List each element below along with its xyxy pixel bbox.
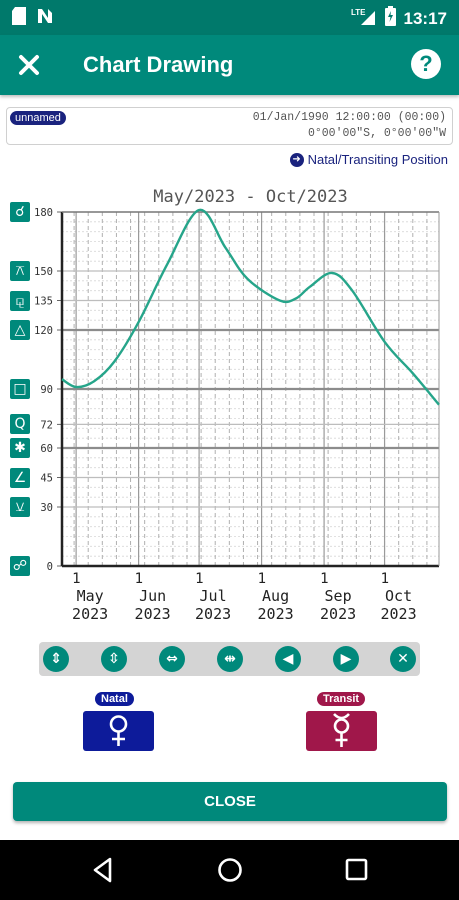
x-tick-year: 2023 (135, 605, 171, 623)
chart-info-box[interactable]: unnamed 01/Jan/1990 12:00:00 (00:00) 0°0… (6, 107, 453, 145)
transit-planet-button[interactable] (306, 711, 377, 751)
clock: 13:17 (403, 8, 447, 28)
x-tick-month: Aug (262, 587, 289, 605)
transit-chart: 1May20231Jun20231Jul20231Aug20231Sep2023… (34, 207, 440, 623)
chart-coordinates: 0°00'00"S, 0°00'00"W (307, 127, 446, 140)
mercury-icon (333, 713, 350, 747)
compress-horizontal-icon: ⇹ (224, 651, 236, 667)
natal-label: Natal (95, 692, 134, 706)
arrow-right-circle-icon: ➜ (289, 152, 304, 167)
x-tick-year: 2023 (195, 605, 231, 623)
battery-charging-icon (384, 6, 396, 31)
x-tick-year: 2023 (258, 605, 294, 623)
y-tick-label: 150 (34, 266, 53, 278)
home-icon[interactable] (218, 858, 242, 882)
natal-planet-button[interactable] (83, 711, 154, 751)
scroll-left-button[interactable]: ◀ (275, 646, 301, 672)
quintile-icon[interactable]: Q (10, 414, 30, 435)
x-tick-day: 1 (258, 571, 266, 587)
trine-icon[interactable]: △ (10, 320, 30, 340)
expand-horizontal-icon: ⇔ (166, 651, 178, 667)
scroll-right-button[interactable]: ▶ (333, 646, 359, 672)
compress-vertical-icon: ⇳ (108, 651, 120, 667)
x-tick-month: Jul (200, 587, 227, 605)
chart-title: May/2023 - Oct/2023 (153, 187, 348, 207)
conjunction-icon[interactable]: ☌ (10, 202, 30, 222)
x-tick-day: 1 (320, 571, 328, 587)
zoom-out-vertical-button[interactable]: ⇳ (101, 646, 127, 672)
x-tick-month: Jun (139, 587, 166, 605)
semisquare-icon[interactable]: ∠ (10, 467, 30, 488)
n-notification-icon (36, 7, 54, 30)
network-label: LTE (351, 8, 366, 17)
venus-icon (109, 715, 128, 746)
x-tick-month: May (77, 587, 104, 605)
y-tick-label: 180 (34, 207, 53, 219)
chart-name-badge: unnamed (10, 111, 66, 125)
x-tick-day: 1 (72, 571, 80, 587)
y-tick-label: 120 (34, 325, 53, 337)
x-tick-year: 2023 (72, 605, 108, 623)
x-tick-month: Sep (325, 587, 352, 605)
expand-vertical-icon: ⇕ (50, 651, 62, 667)
lte-signal-icon: LTE (351, 7, 377, 30)
close-button[interactable]: CLOSE (13, 782, 447, 821)
natal-transiting-link[interactable]: ➜ Natal/Transiting Position (289, 152, 448, 167)
quincunx-icon[interactable]: ⚻ (10, 261, 30, 281)
chart-toolbar: ⇕ ⇳ ⇔ ⇹ ◀ ▶ ✕ (39, 642, 420, 676)
x-tick-day: 1 (381, 571, 389, 587)
zoom-out-horizontal-button[interactable]: ⇹ (217, 646, 243, 672)
x-tick-year: 2023 (381, 605, 417, 623)
natal-transiting-label: Natal/Transiting Position (307, 152, 448, 167)
aspect-curve (61, 208, 440, 406)
opposition-icon[interactable]: ☍ (10, 556, 30, 576)
zoom-in-vertical-button[interactable]: ⇕ (43, 646, 69, 672)
square-icon[interactable]: □ (10, 379, 30, 399)
chart-datetime: 01/Jan/1990 12:00:00 (00:00) (252, 111, 446, 124)
semisextile-icon[interactable]: ⚺ (10, 497, 30, 517)
x-tick-day: 1 (195, 571, 203, 587)
sesquiquadrate-icon[interactable]: ⚼ (10, 290, 30, 311)
zoom-in-horizontal-button[interactable]: ⇔ (159, 646, 185, 672)
y-tick-label: 30 (40, 502, 53, 514)
arrow-right-icon: ▶ (340, 651, 352, 667)
reset-button[interactable]: ✕ (390, 646, 416, 672)
y-tick-label: 0 (47, 561, 53, 573)
app-bar: Chart Drawing ? (0, 35, 459, 95)
recents-icon[interactable] (345, 858, 368, 881)
close-icon[interactable] (14, 50, 44, 80)
sd-card-icon (12, 7, 26, 30)
y-tick-label: 45 (40, 473, 53, 485)
page-title: Chart Drawing (83, 52, 234, 77)
x-tick-day: 1 (135, 571, 143, 587)
y-tick-label: 90 (40, 384, 53, 396)
x-tick-year: 2023 (320, 605, 356, 623)
y-tick-label: 60 (40, 443, 53, 455)
navigation-bar (0, 840, 459, 900)
arrow-left-icon: ◀ (282, 651, 294, 667)
transit-label: Transit (317, 692, 366, 706)
help-icon[interactable]: ? (411, 49, 441, 79)
y-tick-label: 72 (40, 419, 53, 431)
y-tick-label: 135 (34, 296, 53, 308)
close-circle-icon: ✕ (397, 651, 409, 667)
sextile-icon[interactable]: ✱ (10, 438, 30, 458)
x-tick-month: Oct (385, 587, 412, 605)
status-bar: LTE 13:17 (0, 0, 459, 35)
back-icon[interactable] (93, 857, 112, 883)
